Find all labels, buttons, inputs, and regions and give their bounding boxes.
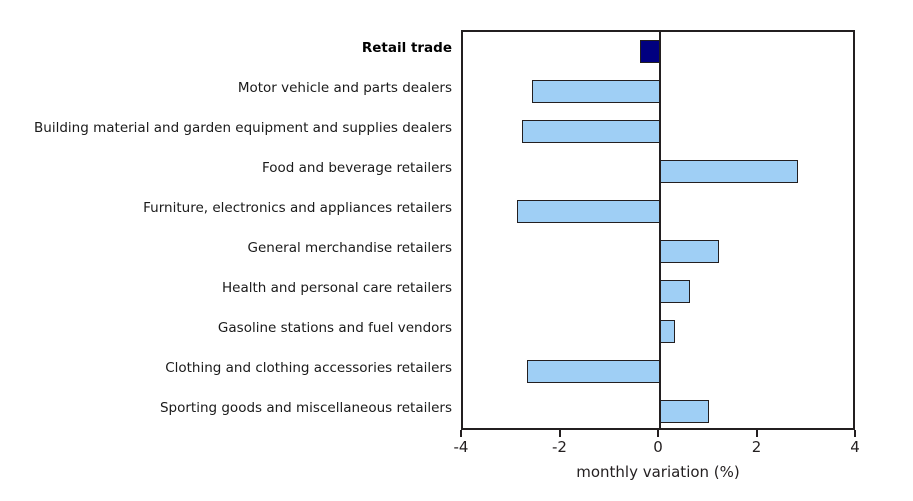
category-label-6: General merchandise retailers — [247, 240, 452, 256]
x-tick-2 — [755, 430, 758, 437]
category-label-4: Food and beverage retailers — [261, 160, 452, 176]
x-tick-0 — [657, 430, 659, 437]
category-label-8: Gasoline stations and fuel vendors — [217, 320, 452, 336]
x-tick-label-4: 4 — [850, 438, 860, 456]
x-tick-label--2: -2 — [552, 438, 567, 456]
bar-4 — [660, 159, 798, 183]
bar-3 — [522, 119, 660, 143]
bar-1 — [640, 39, 660, 63]
x-tick-4 — [854, 430, 856, 437]
bar-9 — [527, 359, 660, 383]
category-label-10: Sporting goods and miscellaneous retaile… — [159, 400, 452, 416]
x-tick-label-0: 0 — [653, 438, 663, 456]
zero-baseline — [659, 32, 661, 428]
x-tick-label-2: 2 — [751, 438, 762, 456]
bar-6 — [660, 239, 720, 263]
bar-2 — [531, 79, 660, 103]
x-axis-title: monthly variation (%) — [576, 463, 740, 481]
bar-10 — [660, 399, 710, 423]
bar-7 — [660, 279, 690, 303]
category-label-3: Building material and garden equipment a… — [34, 120, 452, 136]
category-label-9: Clothing and clothing accessories retail… — [165, 360, 452, 376]
x-tick--2 — [558, 430, 561, 437]
category-label-5: Furniture, electronics and appliances re… — [143, 200, 452, 216]
category-label-1: Retail trade — [361, 40, 452, 56]
x-tick-label--4: -4 — [453, 438, 469, 456]
category-labels: Retail trade Motor vehicle and parts deal… — [0, 30, 452, 430]
x-tick--4 — [460, 430, 462, 437]
category-label-2: Motor vehicle and parts dealers — [237, 80, 452, 96]
bar-8 — [660, 319, 675, 343]
bar-5 — [517, 199, 660, 223]
plot-area — [461, 30, 855, 430]
category-label-7: Health and personal care retailers — [222, 280, 452, 296]
